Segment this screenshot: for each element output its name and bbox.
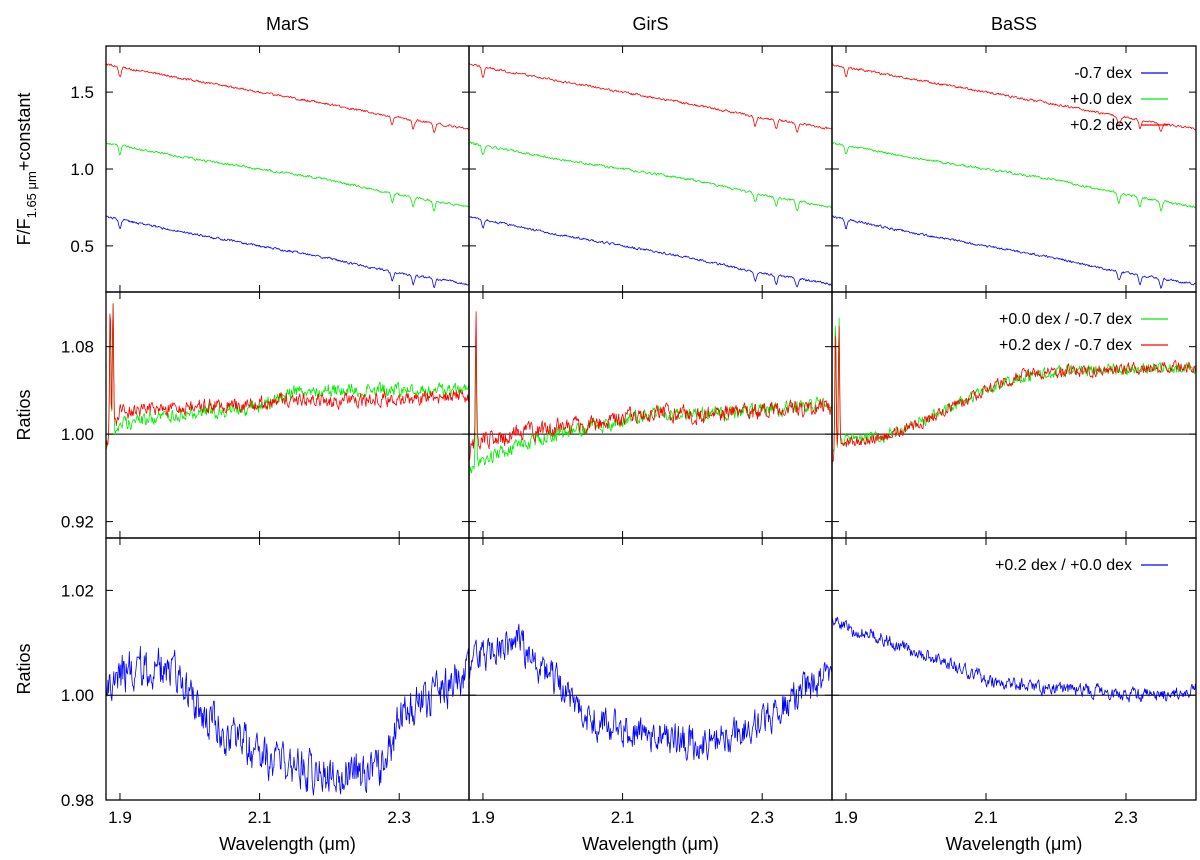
panel-ratios-1-mars: 0.92 1.00 1.08 — [61, 291, 470, 539]
series-line — [832, 142, 1196, 212]
x-tick-label: 2.3 — [750, 808, 774, 827]
panel-spectra-mars: 0.5 1.0 1.5 — [70, 45, 470, 293]
legend-label: +0.2 dex — [1070, 117, 1132, 134]
panel-frame — [468, 537, 833, 801]
x-tick-label: 2.1 — [974, 808, 998, 827]
y-tick-label: 1.00 — [61, 425, 94, 444]
panel-spectra-girs — [468, 45, 833, 293]
series-group — [469, 63, 832, 288]
x-tick-label: 2.1 — [611, 808, 635, 827]
x-axis-labels: Wavelength (μm) Wavelength (μm) Wavelength… — [219, 834, 1082, 854]
x-tick-label: 1.9 — [108, 808, 132, 827]
series-group — [106, 302, 469, 451]
y-tick-label: 1.5 — [70, 83, 94, 102]
panel-ratios-2-mars: 1.9 2.1 2.3 0.98 1.00 1.02 — [61, 537, 470, 827]
series-group — [106, 646, 469, 796]
panels: 0.5 1.0 1.5 -0.7 dex +0.0 dex +0.2 dex 0.92 1.0… — [61, 45, 1197, 827]
series-line — [106, 303, 469, 451]
panel-frame — [831, 537, 1197, 801]
series-line — [106, 63, 469, 134]
y-tick-label: 1.00 — [61, 686, 94, 705]
series-line — [832, 215, 1196, 289]
panel-spectra-bass: -0.7 dex +0.0 dex +0.2 dex — [831, 45, 1197, 293]
panel-ratios-1-bass: +0.0 dex / -0.7 dex +0.2 dex / -0.7 dex — [831, 291, 1197, 539]
column-title: GirS — [633, 14, 669, 34]
legend-label: +0.2 dex / +0.0 dex — [995, 557, 1132, 574]
y-axis-label: Ratios — [14, 643, 34, 694]
y-axis-label-tail: +constant — [14, 93, 34, 172]
series-group — [832, 317, 1196, 462]
series-line — [106, 215, 469, 288]
panel-frame — [105, 291, 470, 539]
legend: +0.0 dex / -0.7 dex +0.2 dex / -0.7 dex — [999, 311, 1168, 354]
column-title: BaSS — [991, 14, 1037, 34]
panel-ratios-1-girs — [468, 291, 833, 539]
series-group — [469, 311, 832, 478]
x-tick-label: 2.3 — [387, 808, 411, 827]
series-group — [832, 63, 1196, 289]
y-axis-label: F/F1.65 μm+constant — [14, 93, 39, 246]
y-tick-label: 0.5 — [70, 237, 94, 256]
panel-frame — [468, 45, 833, 293]
x-axis-label: Wavelength (μm) — [582, 834, 719, 854]
x-tick-label: 1.9 — [834, 808, 858, 827]
column-title: MarS — [266, 14, 309, 34]
series-line — [832, 325, 1196, 462]
y-tick-label: 0.92 — [61, 513, 94, 532]
series-line — [832, 616, 1196, 703]
series-line — [469, 623, 832, 761]
x-axis-label: Wavelength (μm) — [946, 834, 1083, 854]
legend-label: +0.0 dex — [1070, 91, 1132, 108]
y-tick-label: 1.0 — [70, 160, 94, 179]
panel-frame — [105, 45, 470, 293]
x-axis-label: Wavelength (μm) — [219, 834, 356, 854]
series-line — [106, 302, 469, 451]
y-axis-label-subscript: 1.65 μm — [24, 171, 39, 218]
y-axis-label-main: F/F — [14, 218, 34, 245]
legend-label: +0.0 dex / -0.7 dex — [999, 311, 1132, 328]
panel-ratios-2-girs: 1.9 2.1 2.3 — [468, 537, 833, 827]
legend-label: -0.7 dex — [1074, 65, 1132, 82]
y-axis-labels: F/F1.65 μm+constant Ratios Ratios — [14, 93, 39, 695]
y-axis-label-main: Ratios — [14, 643, 34, 694]
series-group — [832, 616, 1196, 703]
series-line — [469, 141, 832, 211]
column-titles: MarS GirS BaSS — [266, 14, 1037, 34]
panel-frame — [831, 45, 1197, 293]
panel-frame — [831, 291, 1197, 539]
x-tick-label: 1.9 — [471, 808, 495, 827]
y-tick-label: 0.98 — [61, 791, 94, 810]
series-group — [106, 63, 469, 288]
legend: +0.2 dex / +0.0 dex — [995, 557, 1168, 574]
series-line — [469, 215, 832, 288]
series-line — [469, 311, 832, 461]
x-tick-label: 2.1 — [248, 808, 272, 827]
series-line — [106, 646, 469, 796]
series-line — [106, 142, 469, 212]
y-tick-label: 1.02 — [61, 581, 94, 600]
x-tick-label: 2.3 — [1114, 808, 1138, 827]
series-line — [832, 63, 1196, 132]
series-line — [469, 63, 832, 133]
legend-label: +0.2 dex / -0.7 dex — [999, 337, 1132, 354]
y-axis-label: Ratios — [14, 389, 34, 440]
y-axis-label-main: Ratios — [14, 389, 34, 440]
y-tick-label: 1.08 — [61, 338, 94, 357]
panel-ratios-2-bass: 1.9 2.1 2.3 +0.2 dex / +0.0 dex — [831, 537, 1197, 827]
series-group — [469, 623, 832, 761]
legend: -0.7 dex +0.0 dex +0.2 dex — [1070, 65, 1168, 134]
